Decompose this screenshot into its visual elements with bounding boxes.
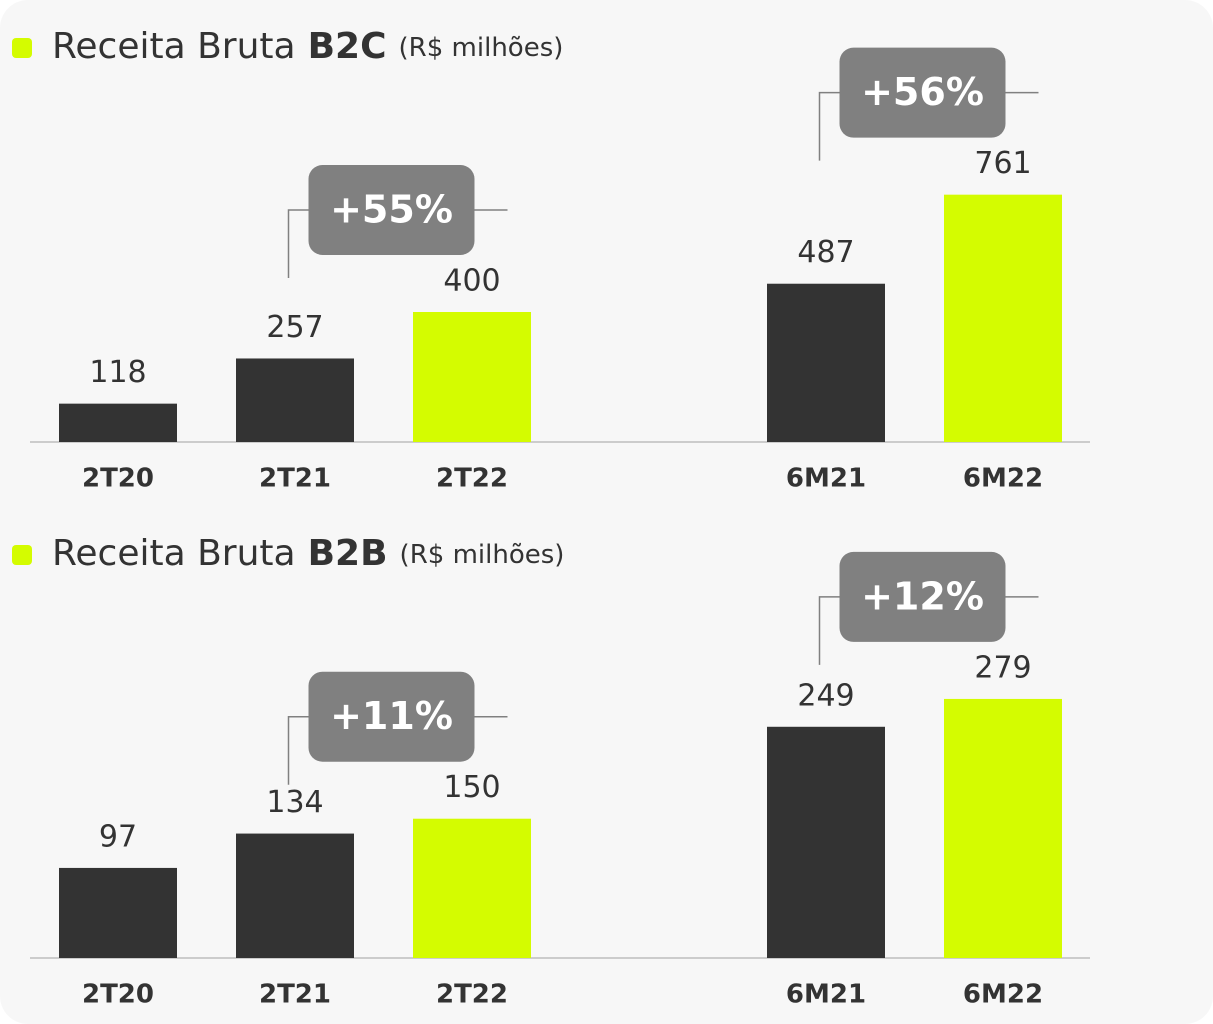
- title-marker: [12, 545, 32, 565]
- bar: [59, 867, 177, 958]
- annotation-box: [308, 165, 475, 255]
- title-text: Receita Bruta: [52, 26, 296, 67]
- bracket-line: [818, 91, 840, 161]
- bar: [944, 194, 1062, 442]
- value-label: 279: [974, 650, 1031, 685]
- value-label: 761: [974, 146, 1031, 181]
- value-label: 150: [443, 770, 500, 805]
- x-tick-label: 2T22: [436, 464, 508, 494]
- x-tick-label: 2T20: [82, 464, 154, 494]
- value-label: 257: [266, 310, 323, 345]
- bar: [767, 726, 885, 958]
- bar: [59, 403, 177, 442]
- bar: [413, 312, 531, 442]
- bar: [236, 358, 354, 442]
- chart-title: Receita Bruta B2C (R$ milhões): [52, 26, 563, 67]
- bar: [236, 833, 354, 958]
- x-tick-label: 2T21: [259, 464, 331, 494]
- x-tick-label: 2T20: [82, 980, 154, 1010]
- x-tick-label: 2T21: [259, 980, 331, 1010]
- value-label: 400: [443, 264, 500, 299]
- chart-title: Receita Bruta B2B (R$ milhões): [52, 533, 564, 574]
- value-label: 118: [89, 355, 146, 390]
- x-tick-label: 6M21: [786, 464, 866, 494]
- title-text: Receita Bruta: [52, 533, 296, 574]
- annotation-box: [839, 47, 1006, 138]
- bar: [413, 818, 531, 958]
- title-unit: (R$ milhões): [400, 540, 565, 570]
- bracket-line: [287, 715, 309, 785]
- value-label: 134: [266, 785, 323, 820]
- bracket-line: [287, 209, 309, 278]
- x-tick-label: 6M22: [963, 464, 1043, 494]
- annotation-label: +56%: [861, 70, 984, 114]
- value-label: 487: [797, 235, 854, 270]
- x-tick-label: 6M21: [786, 980, 866, 1010]
- annotation-label: +55%: [330, 188, 453, 232]
- annotation-label: +11%: [330, 694, 453, 738]
- value-label: 97: [99, 819, 137, 854]
- annotation-box: [308, 671, 475, 762]
- x-tick-label: 2T22: [436, 980, 508, 1010]
- title-bold: B2B: [308, 533, 388, 574]
- bracket-line: [818, 596, 840, 665]
- x-tick-label: 6M22: [963, 980, 1043, 1010]
- value-label: 249: [797, 678, 854, 713]
- annotation-label: +12%: [861, 574, 984, 618]
- title-bold: B2C: [308, 26, 387, 67]
- annotation-box: [839, 551, 1006, 642]
- bar: [944, 698, 1062, 958]
- title-unit: (R$ milhões): [399, 33, 564, 63]
- bar: [767, 283, 885, 442]
- title-marker: [12, 38, 32, 58]
